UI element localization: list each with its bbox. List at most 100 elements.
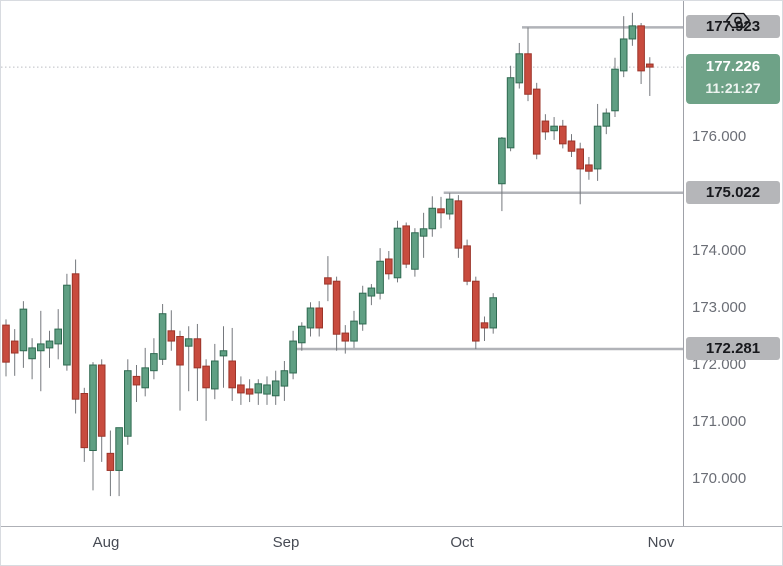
candle-body — [480, 322, 489, 329]
price-axis-label: 176.000 — [692, 128, 747, 145]
candle-body — [445, 198, 454, 215]
candle-body — [315, 307, 323, 329]
candle-body — [63, 284, 71, 366]
candle-body — [550, 125, 558, 132]
candle-body — [358, 292, 367, 325]
candle-body — [532, 88, 541, 155]
current-price-countdown: 11:21:27 — [705, 80, 761, 97]
time-axis-label: Nov — [647, 534, 675, 551]
candle-body — [385, 258, 393, 275]
candle-body — [411, 232, 419, 270]
candle-body — [454, 200, 463, 249]
candle-body — [646, 63, 654, 68]
price-axis-label: 173.000 — [692, 299, 747, 316]
candle-body — [45, 340, 54, 349]
candle-body — [158, 313, 167, 360]
candle-body — [567, 140, 576, 152]
candle-body — [602, 112, 611, 127]
candle-body — [506, 77, 515, 149]
price-axis[interactable]: 176.000 174.000 173.000 172.000 171.000 170.0… — [684, 1, 782, 526]
chart-canvas[interactable] — [1, 1, 683, 526]
candle-body — [619, 38, 628, 72]
candle-body — [541, 120, 550, 133]
candle-body — [428, 207, 437, 230]
axis-vertical-separator — [683, 1, 684, 565]
candle-body — [332, 280, 341, 335]
candle-body — [245, 388, 254, 395]
candle-body — [576, 148, 585, 170]
candle-body — [419, 228, 428, 237]
candle-body — [437, 208, 445, 214]
candle-body — [559, 125, 567, 145]
candle-body — [524, 53, 532, 95]
price-axis-label: 170.000 — [692, 470, 747, 487]
candle-body — [402, 225, 410, 265]
candle-body — [628, 25, 637, 40]
candle-body — [280, 370, 289, 387]
time-axis[interactable]: Aug Sep Oct Nov — [1, 527, 782, 565]
price-level-value: 172.281 — [705, 339, 761, 357]
candle-body — [611, 68, 619, 112]
candle-body — [71, 273, 80, 400]
candle-body — [637, 25, 645, 72]
price-level-badge-mid: 175.022 — [686, 180, 780, 204]
candle-body — [106, 452, 115, 471]
candle-body — [463, 245, 471, 282]
candle-body — [132, 375, 141, 386]
eye-icon-button[interactable] — [719, 5, 757, 35]
candle-body — [54, 328, 63, 345]
price-axis-label: 171.000 — [692, 413, 747, 430]
price-level-value: 175.022 — [705, 183, 761, 201]
eye-icon — [726, 12, 750, 28]
candle-body — [593, 125, 602, 170]
time-axis-label: Sep — [272, 534, 300, 551]
candle-body — [2, 324, 10, 363]
candlestick-chart[interactable] — [1, 1, 683, 526]
candle-body — [10, 340, 19, 354]
candle-body — [37, 343, 45, 352]
price-axis-label: 172.000 — [692, 356, 747, 373]
candle-body — [367, 287, 376, 297]
candle-body — [489, 297, 497, 329]
time-axis-label: Oct — [450, 534, 474, 551]
candle-body — [237, 384, 245, 394]
candle-body — [219, 350, 228, 357]
candle-body — [97, 364, 106, 437]
candle-body — [176, 336, 184, 366]
candle-body — [150, 353, 158, 372]
candle-body — [306, 307, 315, 329]
current-price-value: 177.226 — [705, 58, 761, 76]
candle-body — [271, 380, 280, 397]
candle-body — [341, 332, 350, 342]
candle-body — [228, 360, 236, 389]
candle-body — [167, 330, 176, 342]
candle-body — [80, 393, 89, 449]
candle-body — [19, 308, 28, 352]
candle-body — [193, 338, 202, 369]
candle-body — [124, 370, 132, 437]
candle-body — [89, 364, 97, 451]
candle-body — [28, 347, 36, 360]
candle-body — [585, 164, 593, 172]
candle-body — [254, 383, 263, 394]
axis-horizontal-separator — [1, 526, 782, 527]
candle-body — [115, 427, 123, 471]
price-level-badge-low: 172.281 — [686, 336, 780, 360]
candle-body — [202, 365, 210, 389]
candle-body — [211, 360, 219, 390]
candle-body — [298, 325, 306, 344]
candle-body — [472, 280, 480, 342]
candle-body — [184, 338, 193, 347]
candle-body — [515, 53, 524, 84]
current-price-badge: 177.226 11:21:27 — [686, 54, 780, 105]
candle-body — [350, 320, 358, 342]
candle-body — [289, 340, 297, 374]
candle-body — [141, 367, 149, 389]
time-axis-label: Aug — [92, 534, 120, 551]
candle-body — [324, 277, 332, 285]
candle-body — [263, 384, 271, 395]
candle-body — [498, 137, 506, 185]
price-axis-label: 174.000 — [692, 242, 747, 259]
candle-body — [393, 227, 402, 279]
candle-body — [376, 260, 384, 294]
